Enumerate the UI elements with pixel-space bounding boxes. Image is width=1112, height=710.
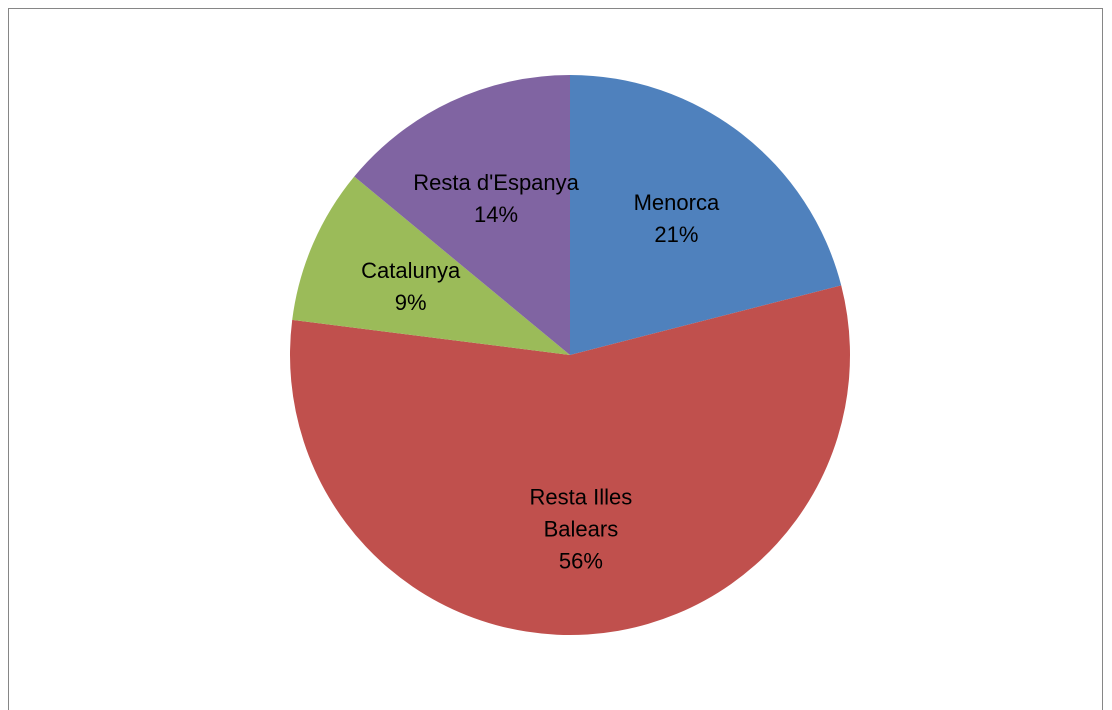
category-label: Resta Illes [530, 484, 633, 509]
pie-slices [290, 74, 850, 636]
category-label: Menorca [634, 190, 720, 215]
pie-slice-resta-d-espanya [354, 74, 570, 355]
percent-label: 14% [474, 202, 518, 227]
pie-slice-resta-illes-balears [290, 285, 850, 636]
category-label: Resta d'Espanya [413, 170, 579, 195]
percent-label: 9% [395, 290, 427, 315]
pie-slice-catalunya [292, 176, 570, 355]
data-label-resta-d-espanya: Resta d'Espanya 14% [413, 170, 579, 227]
data-label-catalunya: Catalunya 9% [361, 258, 461, 315]
pie-data-labels: Menorca 21% Resta Illes Balears 56% Catalunya… [361, 170, 720, 573]
percent-label: 56% [559, 548, 603, 573]
percent-label: 21% [654, 222, 698, 247]
data-label-resta-illes-balears: Resta Illes Balears 56% [530, 484, 633, 573]
pie-slice-menorca [570, 75, 842, 355]
data-label-menorca: Menorca 21% [634, 190, 720, 247]
category-label: Catalunya [361, 258, 461, 283]
category-label: Balears [544, 516, 619, 541]
